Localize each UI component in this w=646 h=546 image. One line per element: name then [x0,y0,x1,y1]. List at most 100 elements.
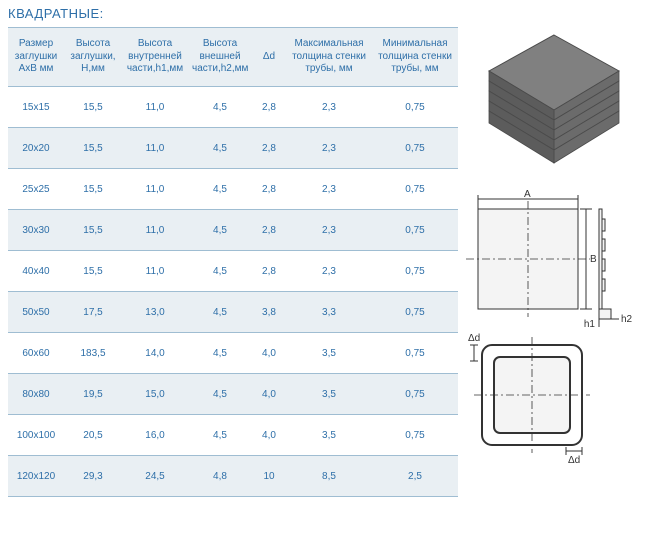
table-row: 40x4015,511,04,52,82,30,75 [8,251,458,292]
table-cell: 100x100 [8,415,64,456]
table-cell: 3,5 [286,333,372,374]
col-height-h: Высота заглушки, H,мм [64,28,122,87]
table-cell: 4,5 [188,128,252,169]
table-cell: 0,75 [372,87,458,128]
dim-h2-label: h2 [621,314,633,325]
table-cell: 2,8 [252,87,286,128]
table-cell: 15x15 [8,87,64,128]
table-cell: 15,5 [64,128,122,169]
col-max-wall: Максимальная толщина стенки трубы, мм [286,28,372,87]
table-cell: 40x40 [8,251,64,292]
table-cell: 0,75 [372,333,458,374]
table-cell: 2,5 [372,456,458,497]
table-cell: 11,0 [122,128,188,169]
table-cell: 0,75 [372,374,458,415]
table-cell: 2,8 [252,128,286,169]
section-title: КВАДРАТНЫЕ: [8,6,638,21]
table-cell: 4,5 [188,374,252,415]
table-cell: 19,5 [64,374,122,415]
plug-isometric-illustration [466,27,636,187]
table-cell: 2,3 [286,169,372,210]
table-cell: 11,0 [122,251,188,292]
dim-dd-bottom-label: Δd [568,455,580,466]
table-cell: 2,3 [286,210,372,251]
table-cell: 4,5 [188,333,252,374]
spec-table: Размер заглушки AxB мм Высота заглушки, … [8,27,458,497]
table-cell: 11,0 [122,87,188,128]
table-row: 25x2515,511,04,52,82,30,75 [8,169,458,210]
col-delta-d: Δd [252,28,286,87]
table-cell: 4,5 [188,169,252,210]
plug-top-diagram: Δd Δd [466,327,636,467]
table-cell: 2,8 [252,251,286,292]
table-cell: 29,3 [64,456,122,497]
table-cell: 8,5 [286,456,372,497]
table-cell: 120x120 [8,456,64,497]
table-cell: 0,75 [372,251,458,292]
table-cell: 10 [252,456,286,497]
table-cell: 25x25 [8,169,64,210]
table-cell: 4,5 [188,251,252,292]
table-cell: 3,8 [252,292,286,333]
table-cell: 20x20 [8,128,64,169]
table-row: 15x1515,511,04,52,82,30,75 [8,87,458,128]
table-cell: 4,5 [188,292,252,333]
dim-dd-top-label: Δd [468,333,480,344]
plug-front-side-diagram: A B h1 [466,187,636,327]
table-cell: 24,5 [122,456,188,497]
table-row: 50x5017,513,04,53,83,30,75 [8,292,458,333]
table-cell: 4,0 [252,333,286,374]
table-cell: 0,75 [372,210,458,251]
table-cell: 2,8 [252,210,286,251]
table-cell: 20,5 [64,415,122,456]
table-row: 60x60183,514,04,54,03,50,75 [8,333,458,374]
table-cell: 0,75 [372,169,458,210]
dim-A-label: A [524,189,531,200]
table-cell: 3,5 [286,415,372,456]
table-cell: 17,5 [64,292,122,333]
table-cell: 15,5 [64,251,122,292]
table-cell: 60x60 [8,333,64,374]
table-cell: 15,5 [64,87,122,128]
table-row: 20x2015,511,04,52,82,30,75 [8,128,458,169]
dim-B-label: B [590,254,597,265]
table-cell: 11,0 [122,169,188,210]
table-cell: 15,0 [122,374,188,415]
table-cell: 2,3 [286,128,372,169]
table-row: 100x10020,516,04,54,03,50,75 [8,415,458,456]
table-cell: 4,0 [252,415,286,456]
table-row: 30x3015,511,04,52,82,30,75 [8,210,458,251]
table-cell: 3,3 [286,292,372,333]
table-cell: 4,5 [188,210,252,251]
table-cell: 3,5 [286,374,372,415]
table-cell: 11,0 [122,210,188,251]
table-cell: 2,3 [286,251,372,292]
table-cell: 15,5 [64,169,122,210]
table-cell: 30x30 [8,210,64,251]
table-cell: 4,5 [188,415,252,456]
col-size: Размер заглушки AxB мм [8,28,64,87]
dim-h1-label: h1 [584,319,596,327]
diagrams-column: A B h1 [458,27,638,497]
table-cell: 13,0 [122,292,188,333]
table-cell: 2,3 [286,87,372,128]
table-cell: 4,0 [252,374,286,415]
table-cell: 183,5 [64,333,122,374]
table-cell: 15,5 [64,210,122,251]
table-cell: 0,75 [372,415,458,456]
table-cell: 50x50 [8,292,64,333]
table-cell: 0,75 [372,128,458,169]
table-cell: 4,5 [188,87,252,128]
col-min-wall: Минимальная толщина стенки трубы, мм [372,28,458,87]
table-row: 120x12029,324,54,8108,52,5 [8,456,458,497]
table-cell: 2,8 [252,169,286,210]
col-height-h2: Высота внешней части,h2,мм [188,28,252,87]
table-row: 80x8019,515,04,54,03,50,75 [8,374,458,415]
table-cell: 0,75 [372,292,458,333]
table-cell: 14,0 [122,333,188,374]
col-height-h1: Высота внутренней части,h1,мм [122,28,188,87]
table-cell: 16,0 [122,415,188,456]
spec-table-container: Размер заглушки AxB мм Высота заглушки, … [8,27,458,497]
table-cell: 4,8 [188,456,252,497]
table-cell: 80x80 [8,374,64,415]
